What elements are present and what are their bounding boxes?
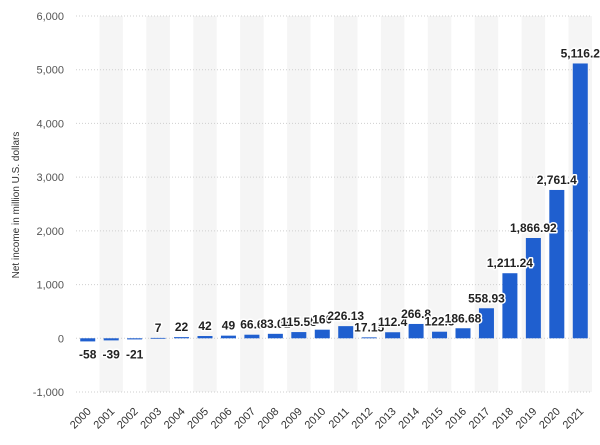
bar-2013 <box>385 332 401 339</box>
column-band <box>240 16 264 392</box>
bar-2010 <box>314 329 330 339</box>
x-axis-ticks: 2000200120022003200420052006200720082009… <box>68 406 586 432</box>
column-band <box>334 16 358 392</box>
data-label-2019: 1,866.92 <box>510 221 557 235</box>
x-tick-label-2020: 2020 <box>537 406 563 432</box>
x-tick-label-2006: 2006 <box>209 406 235 432</box>
column-band <box>474 16 499 392</box>
data-label-2004: 22 <box>175 320 189 334</box>
bar-2005 <box>197 336 213 339</box>
bar-2016 <box>455 328 471 339</box>
bars <box>80 63 588 342</box>
bar-2009 <box>291 332 307 339</box>
bar-2017 <box>478 308 494 339</box>
column-band <box>287 16 311 392</box>
data-label-2012: 17.15 <box>354 320 384 334</box>
bar-2015 <box>432 331 448 339</box>
x-tick-label-2001: 2001 <box>92 406 118 432</box>
column-band <box>146 16 170 392</box>
x-tick-label-2017: 2017 <box>467 406 493 432</box>
bar-2008 <box>267 333 283 339</box>
data-label-2018: 1,211.24 <box>487 256 533 270</box>
y-tick-label: 4,000 <box>36 118 64 130</box>
data-label-2016: 186.68 <box>445 311 482 325</box>
x-tick-label-2014: 2014 <box>396 406 422 432</box>
y-axis-label: Net income in million U.S. dollars <box>11 132 22 279</box>
column-band <box>380 16 405 392</box>
x-tick-label-2016: 2016 <box>443 406 469 432</box>
bar-2000 <box>80 338 96 342</box>
data-label-2011: 226.13 <box>327 309 364 323</box>
x-tick-label-2007: 2007 <box>232 406 258 432</box>
x-tick-label-2010: 2010 <box>303 406 329 432</box>
bar-2002 <box>127 338 143 340</box>
data-label-2003: 7 <box>155 321 162 335</box>
data-label-2002: -21 <box>126 347 144 361</box>
bar-2011 <box>338 326 354 339</box>
bar-2014 <box>408 323 424 339</box>
x-tick-label-2005: 2005 <box>185 406 211 432</box>
data-label-2006: 49 <box>222 319 236 333</box>
data-label-2005: 42 <box>198 319 212 333</box>
x-tick-label-2015: 2015 <box>420 406 446 432</box>
data-label-2014: 266.8 <box>401 307 431 321</box>
data-label-2013: 112.4 <box>378 315 408 329</box>
x-tick-label-2012: 2012 <box>350 406 376 432</box>
data-label-2009: 115.55 <box>281 315 317 329</box>
bar-2001 <box>103 338 119 341</box>
data-label-2020: 2,761.4 <box>537 173 577 187</box>
data-label-2001: -39 <box>103 347 121 361</box>
y-tick-label: 6,000 <box>36 11 64 23</box>
x-tick-label-2009: 2009 <box>279 406 305 432</box>
x-tick-label-2011: 2011 <box>327 406 352 431</box>
bar-2003 <box>150 337 166 339</box>
x-tick-label-2013: 2013 <box>373 406 399 432</box>
data-label-2008: 83.01 <box>260 317 290 331</box>
bar-2021 <box>572 63 588 339</box>
x-tick-label-2002: 2002 <box>115 406 141 432</box>
bar-2019 <box>525 238 541 339</box>
data-labels: -58 -39 -21 7 22 42 49 66.683.01115.55160226.13… <box>78 45 600 363</box>
x-tick-label-2021: 2021 <box>561 406 587 432</box>
y-tick-label: 0 <box>58 333 64 345</box>
y-tick-label: -1,000 <box>33 387 64 399</box>
data-label-2015: 122.5 <box>425 315 455 329</box>
x-tick-label-2000: 2000 <box>68 406 94 432</box>
column-band <box>427 16 452 392</box>
x-tick-label-2019: 2019 <box>514 406 540 432</box>
bar-2006 <box>220 335 236 339</box>
bar-2004 <box>174 337 190 339</box>
bar-2007 <box>244 334 260 339</box>
y-tick-label: 5,000 <box>36 65 64 77</box>
column-band <box>193 16 217 392</box>
data-label-2010: 160 <box>312 313 332 327</box>
x-tick-label-2008: 2008 <box>256 406 282 432</box>
data-label-2007: 66.6 <box>240 318 264 332</box>
x-tick-label-2018: 2018 <box>490 406 516 432</box>
y-tick-label: 1,000 <box>36 280 64 292</box>
x-tick-label-2003: 2003 <box>138 406 164 432</box>
bar-2020 <box>549 189 565 339</box>
x-tick-label-2004: 2004 <box>162 406 188 432</box>
column-band <box>99 16 123 392</box>
bar-2012 <box>361 337 377 339</box>
bar-2018 <box>502 273 518 339</box>
data-label-2021: 5,116.2 <box>561 46 600 60</box>
y-tick-label: 3,000 <box>36 172 64 184</box>
data-label-2000: -58 <box>79 347 97 361</box>
data-label-2017: 558.93 <box>468 291 505 305</box>
y-axis-ticks: -1,000 0 1,000 2,000 3,000 4,000 5,000 6,000 <box>33 11 64 399</box>
y-tick-label: 2,000 <box>36 226 64 238</box>
